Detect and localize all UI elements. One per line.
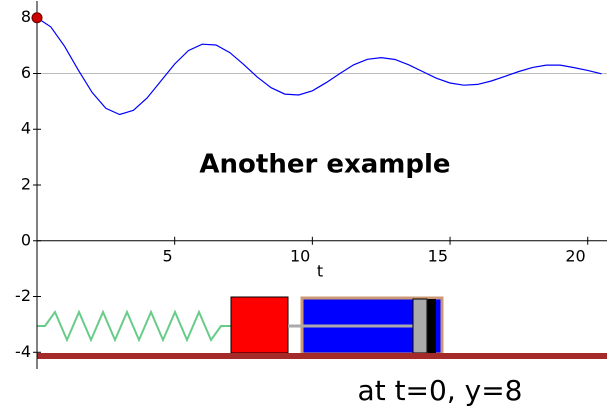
caption: at t=0, y=8	[358, 374, 523, 407]
y-tick-label: 6	[21, 63, 31, 82]
y-tick-label: 2	[21, 175, 31, 194]
x-tick-label: 5	[162, 246, 172, 265]
y-tick-label: 0	[21, 230, 31, 249]
curve	[36, 17, 602, 116]
y-tick-label: -2	[15, 286, 31, 305]
x-axis-label: t	[317, 261, 323, 280]
piston-bar	[428, 299, 436, 353]
y-tick-label: 4	[21, 119, 31, 138]
piston	[412, 298, 428, 354]
x-tick-label: 10	[290, 246, 310, 265]
x-tick-label: 15	[428, 246, 448, 265]
mass	[230, 296, 289, 354]
y-tick-label: 8	[21, 7, 31, 26]
highlight-point	[31, 12, 43, 24]
annotation: Another example	[199, 150, 450, 180]
spring	[37, 309, 231, 343]
x-tick-label: 20	[565, 246, 585, 265]
y-tick-label: -4	[15, 342, 31, 361]
